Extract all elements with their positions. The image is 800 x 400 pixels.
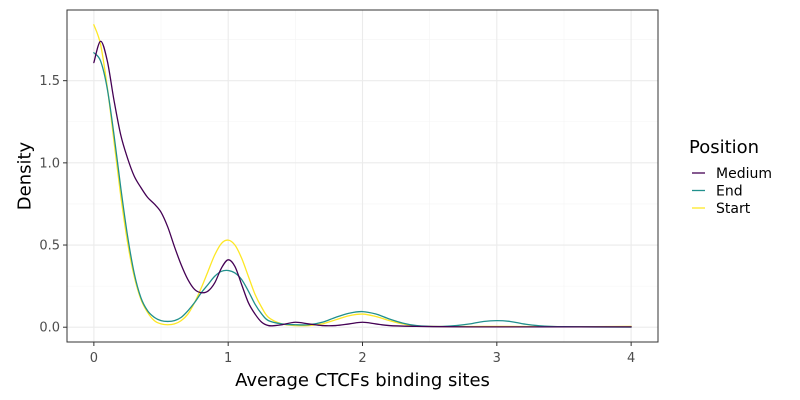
x-tick-label: 2 [358,351,366,366]
series-line-end [93,52,632,328]
x-tick-label: 4 [627,351,635,366]
series-layer [93,24,632,328]
axis-layer: 0 1 2 3 4 0.0 0.5 1.0 1.5 [39,74,635,366]
y-tick-label: 0.0 [39,321,60,336]
grid-layer [67,10,658,342]
y-tick-label: 0.5 [39,239,60,254]
series-line-medium [93,40,632,328]
legend-label-medium: Medium [716,166,772,182]
x-axis-title: Average CTCFs binding sites [235,370,490,391]
y-axis-title: Density [14,141,35,210]
legend-label-start: Start [716,201,751,217]
x-tick-label: 0 [90,351,98,366]
x-tick-label: 1 [224,351,232,366]
y-tick-label: 1.0 [39,156,60,171]
x-tick-label: 3 [493,351,501,366]
legend-title: Position [689,137,759,158]
legend-label-end: End [716,184,743,200]
y-tick-label: 1.5 [39,74,60,89]
